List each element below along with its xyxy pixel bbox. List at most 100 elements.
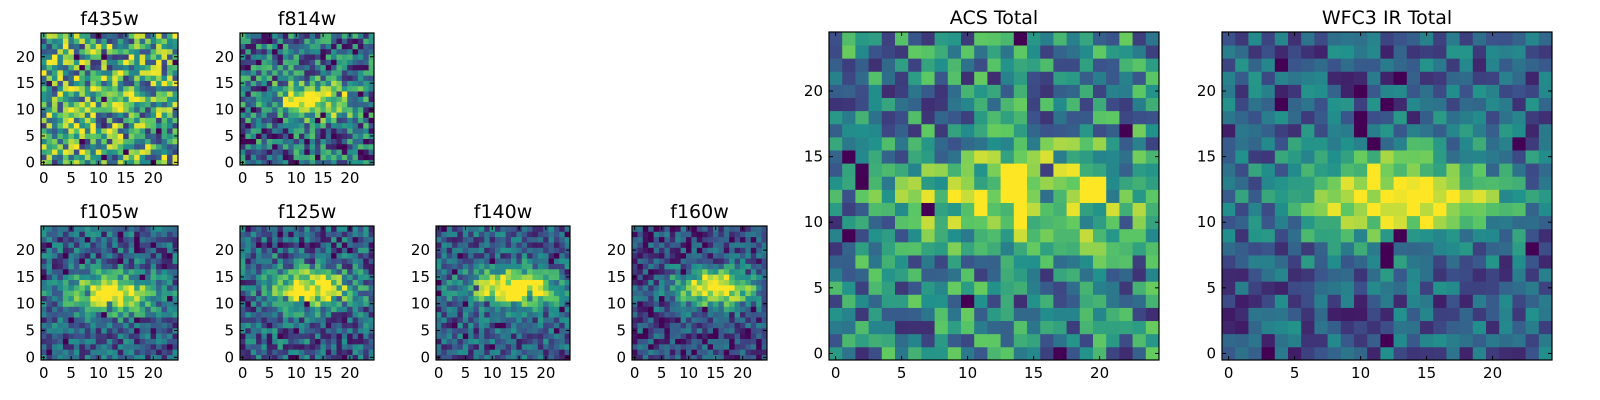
heatmap-cell <box>79 268 86 275</box>
heatmap-cell <box>250 138 257 145</box>
heatmap-cell <box>680 268 687 275</box>
heatmap-cell <box>357 33 364 39</box>
heatmap-cell <box>272 242 278 248</box>
heatmap-cell <box>282 33 289 39</box>
heatmap-cell <box>1079 32 1094 46</box>
heatmap-cell <box>489 322 496 329</box>
heatmap-cell <box>669 295 676 302</box>
heatmap-cell <box>57 133 64 139</box>
heatmap-cell <box>282 80 289 87</box>
heatmap-cell <box>1066 202 1081 217</box>
heatmap-cell <box>245 128 252 134</box>
heatmap-cell <box>895 281 909 295</box>
heatmap-cell <box>84 311 91 318</box>
heatmap-cell <box>745 279 752 286</box>
heatmap-cell <box>707 338 714 345</box>
heatmap-cell <box>855 97 869 112</box>
heatmap-cell <box>669 252 676 259</box>
heatmap-cell <box>161 133 168 139</box>
heatmap-cell <box>842 346 856 361</box>
heatmap-cell <box>128 159 135 166</box>
heatmap-cell <box>261 301 268 307</box>
heatmap-cell <box>1248 320 1262 335</box>
heatmap-cell <box>1420 268 1434 282</box>
heatmap-cell <box>707 268 714 275</box>
heatmap-cell <box>341 149 348 155</box>
heatmap-cell <box>347 327 353 334</box>
heatmap-cell <box>128 333 135 339</box>
heatmap-cell <box>331 112 337 118</box>
heatmap-cell <box>675 306 681 313</box>
heatmap-cell <box>156 85 162 92</box>
heatmap-cell <box>161 247 168 254</box>
heatmap-cell <box>112 43 119 50</box>
heatmap-cell <box>123 290 130 297</box>
heatmap-cell <box>1053 110 1067 125</box>
heatmap-cell <box>357 96 364 103</box>
heatmap-cell <box>842 320 856 335</box>
heatmap-cell <box>452 338 458 345</box>
heatmap-cell <box>548 295 555 302</box>
heatmap-cell <box>282 226 289 232</box>
heatmap-cell <box>90 59 97 66</box>
heatmap-cell <box>637 317 644 323</box>
heatmap-cell <box>128 128 135 134</box>
heatmap-cell <box>1406 176 1421 190</box>
heatmap-cell <box>516 236 523 243</box>
heatmap-cell <box>686 268 692 275</box>
heatmap-cell <box>282 85 289 92</box>
heatmap-cell <box>987 123 1001 138</box>
heatmap-cell <box>123 263 130 270</box>
heatmap-cell <box>320 322 327 329</box>
heatmap-cell <box>511 333 517 339</box>
heatmap-cell <box>740 242 746 248</box>
heatmap-cell <box>723 322 730 329</box>
heatmap-cell <box>707 226 714 232</box>
heatmap-cell <box>648 301 654 307</box>
x-tick-label: 10 <box>679 364 698 382</box>
heatmap-cell <box>62 38 69 44</box>
heatmap-cell <box>632 349 638 356</box>
heatmap-cell <box>702 322 708 329</box>
heatmap-cell <box>304 284 311 291</box>
heatmap-cell <box>112 279 119 286</box>
heatmap-cell <box>494 333 501 339</box>
heatmap-cell <box>855 228 869 243</box>
heatmap-cell <box>95 48 102 55</box>
heatmap-cell <box>309 301 316 307</box>
heatmap-cell <box>325 64 332 71</box>
heatmap-cell <box>172 112 179 118</box>
heatmap-cell <box>1525 241 1540 256</box>
heatmap-cell <box>298 322 305 329</box>
heatmap-cell <box>84 159 91 166</box>
heatmap-cell <box>261 154 268 161</box>
heatmap-cell <box>1053 294 1067 308</box>
heatmap-cell <box>288 343 294 350</box>
heatmap-cell <box>298 64 305 71</box>
heatmap-cell <box>648 252 654 259</box>
heatmap-cell <box>250 54 257 60</box>
heatmap-cell <box>363 236 370 243</box>
heatmap-cell <box>68 317 75 323</box>
heatmap-cell <box>750 284 757 291</box>
heatmap-cell <box>1093 150 1107 164</box>
heatmap-cell <box>868 202 883 217</box>
heatmap-cell <box>761 231 768 238</box>
heatmap-cell <box>761 306 768 313</box>
heatmap-cell <box>1106 150 1120 164</box>
heatmap-cell <box>161 75 168 81</box>
heatmap-cell <box>123 143 130 150</box>
heatmap-cell <box>347 128 353 134</box>
heatmap-cell <box>511 343 517 350</box>
heatmap-cell <box>707 306 714 313</box>
heatmap-cell <box>261 69 268 76</box>
heatmap-cell <box>669 306 676 313</box>
heatmap-cell <box>79 133 86 139</box>
heatmap-cell <box>250 85 257 92</box>
heatmap-cell <box>1119 176 1133 190</box>
heatmap-cell <box>341 138 348 145</box>
heatmap-cell <box>543 322 549 329</box>
heatmap-cell <box>90 149 97 155</box>
heatmap-cell <box>1406 150 1421 164</box>
heatmap-cell <box>261 80 268 87</box>
